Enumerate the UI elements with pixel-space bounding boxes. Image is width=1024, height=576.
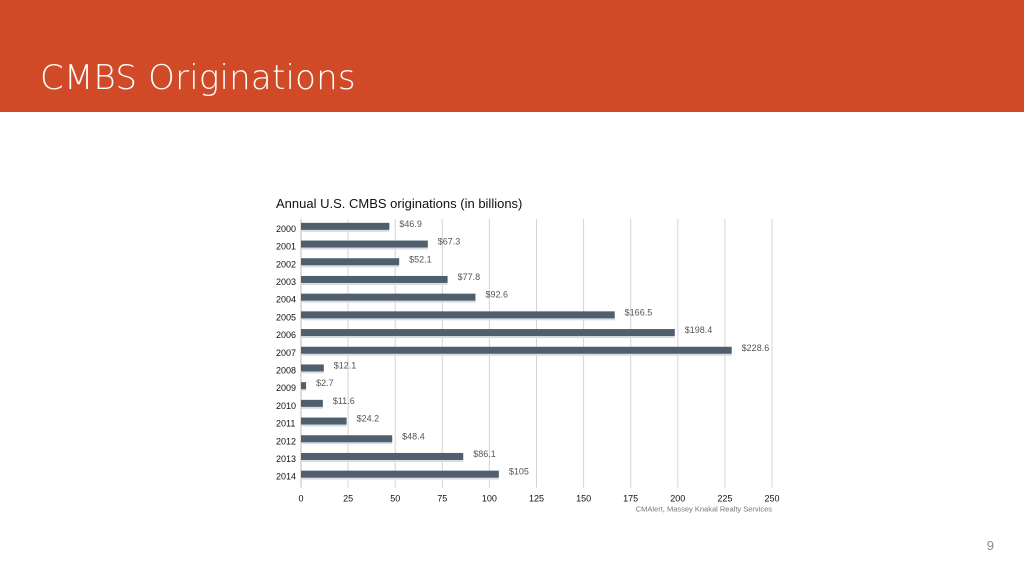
value-label: $2.7 bbox=[316, 378, 334, 388]
category-label: 2009 bbox=[276, 383, 296, 393]
x-tick-label: 100 bbox=[482, 494, 497, 504]
x-tick-label: 25 bbox=[343, 494, 353, 504]
x-tick-label: 225 bbox=[717, 494, 732, 504]
bar bbox=[301, 240, 428, 248]
x-tick-label: 200 bbox=[670, 494, 685, 504]
bar bbox=[301, 293, 476, 301]
x-tick-label: 250 bbox=[764, 494, 779, 504]
category-label: 2003 bbox=[276, 277, 296, 287]
value-label: $166.5 bbox=[625, 307, 653, 317]
category-label: 2002 bbox=[276, 259, 296, 269]
x-tick-label: 125 bbox=[529, 494, 544, 504]
value-label: $105 bbox=[509, 467, 529, 477]
category-label: 2001 bbox=[276, 242, 296, 252]
bar bbox=[301, 382, 307, 390]
bar bbox=[301, 222, 390, 230]
value-label: $46.9 bbox=[399, 219, 422, 229]
bar bbox=[301, 275, 448, 283]
x-tick-label: 75 bbox=[437, 494, 447, 504]
bar bbox=[301, 329, 675, 337]
slide-number: 9 bbox=[986, 538, 994, 553]
category-label: 2013 bbox=[276, 454, 296, 464]
chart-title: Annual U.S. CMBS originations (in billio… bbox=[276, 196, 522, 211]
value-label: $52.1 bbox=[409, 254, 432, 264]
bar bbox=[301, 258, 400, 266]
x-tick-label: 150 bbox=[576, 494, 591, 504]
bar bbox=[301, 470, 499, 478]
value-label: $11.6 bbox=[333, 396, 355, 406]
x-tick-label: 50 bbox=[390, 494, 400, 504]
value-label: $12.1 bbox=[334, 360, 357, 370]
x-tick-label: 0 bbox=[298, 494, 303, 504]
bar bbox=[301, 399, 323, 407]
value-label: $198.4 bbox=[685, 325, 713, 335]
category-label: 2010 bbox=[276, 401, 296, 411]
category-label: 2007 bbox=[276, 348, 296, 358]
value-label: $67.3 bbox=[438, 237, 461, 247]
category-label: 2004 bbox=[276, 295, 296, 305]
bar bbox=[301, 417, 347, 425]
chart-area: Annual U.S. CMBS originations (in billio… bbox=[266, 188, 786, 518]
value-label: $86.1 bbox=[473, 449, 496, 459]
bar bbox=[301, 452, 464, 460]
bar bbox=[301, 364, 324, 372]
category-label: 2006 bbox=[276, 330, 296, 340]
category-label: 2011 bbox=[276, 419, 295, 429]
category-label: 2000 bbox=[276, 224, 296, 234]
bar bbox=[301, 346, 732, 354]
value-label: $77.8 bbox=[458, 272, 481, 282]
x-tick-label: 175 bbox=[623, 494, 638, 504]
title-banner bbox=[0, 0, 1024, 112]
category-label: 2014 bbox=[276, 472, 296, 482]
value-label: $228.6 bbox=[742, 343, 770, 353]
bar-chart: Annual U.S. CMBS originations (in billio… bbox=[276, 196, 780, 514]
source-note: CMAlert, Massey Knakal Realty Services bbox=[636, 505, 773, 514]
category-label: 2005 bbox=[276, 312, 296, 322]
slide-title: CMBS Originations bbox=[40, 58, 356, 98]
value-label: $48.4 bbox=[402, 431, 425, 441]
value-label: $24.2 bbox=[357, 414, 380, 424]
bar bbox=[301, 311, 615, 319]
category-label: 2008 bbox=[276, 365, 296, 375]
category-label: 2012 bbox=[276, 436, 296, 446]
value-label: $92.6 bbox=[485, 290, 508, 300]
bar bbox=[301, 435, 393, 443]
